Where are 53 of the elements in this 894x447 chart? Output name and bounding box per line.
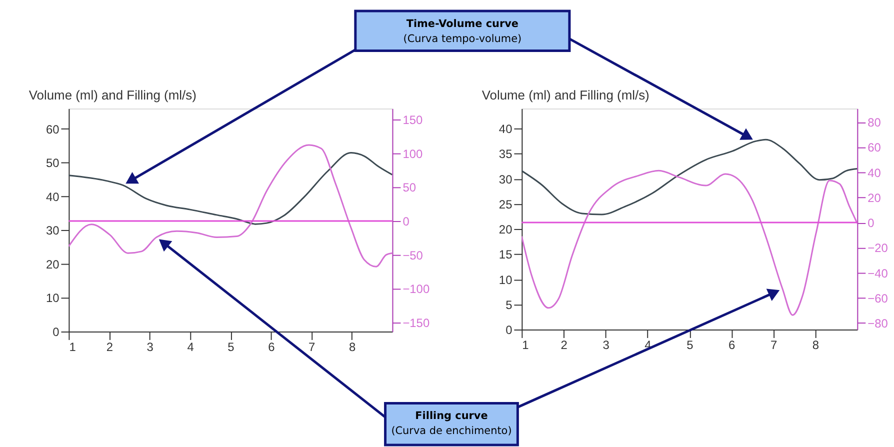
y2-tick-label: −100 [402, 282, 430, 296]
text: Filling curve [415, 410, 488, 422]
y2-tick-label: 150 [402, 113, 423, 128]
y-tick-label: 60 [46, 122, 60, 136]
y-tick-label: 40 [46, 190, 60, 204]
y2-tick-label: 100 [402, 146, 423, 161]
x-tick-label: 1 [522, 338, 530, 352]
y2-tick-label: 50 [402, 180, 416, 195]
x-tick-label: 8 [348, 340, 356, 354]
x-tick-label: 8 [812, 338, 820, 352]
y2-tick-label: −60 [868, 291, 888, 306]
y2-tick-label: −80 [868, 316, 888, 330]
y-tick-label: 0 [52, 325, 60, 340]
y-tick-label: 35 [498, 147, 513, 162]
y2-tick-label: −40 [868, 266, 888, 280]
y2-tick-label: 60 [868, 140, 882, 155]
y2-tick-label: −50 [402, 248, 424, 262]
text: (Curva tempo-volume) [403, 32, 522, 45]
y2-tick-label: 80 [868, 116, 882, 130]
y2-tick-label: −150 [402, 316, 430, 330]
x-tick-label: 6 [268, 340, 276, 354]
y-tick-label: 50 [46, 156, 60, 170]
y-tick-label: 30 [498, 172, 513, 186]
y-tick-label: 5 [506, 298, 513, 312]
y-tick-label: 15 [498, 248, 513, 262]
y-tick-label: 25 [498, 197, 513, 212]
y2-tick-label: 40 [868, 166, 882, 180]
text: Time-Volume curve [406, 18, 519, 30]
x-tick-label: 7 [770, 338, 778, 352]
x-tick-label: 6 [728, 338, 736, 352]
x-tick-label: 7 [308, 340, 316, 354]
y2-tick-label: 0 [402, 214, 410, 229]
y-tick-label: 0 [506, 323, 513, 338]
y2-tick-label: −20 [868, 241, 888, 256]
y-tick-label: 20 [498, 222, 513, 237]
x-tick-label: 5 [686, 338, 694, 352]
y-tick-label: 30 [46, 224, 60, 238]
x-tick-label: 3 [146, 340, 154, 354]
text: (Curva de enchimento) [391, 425, 512, 438]
chart-title: Volume (ml) and Filling (ml/s) [28, 88, 196, 103]
x-tick-label: 3 [602, 338, 610, 352]
y-tick-label: 10 [46, 291, 60, 306]
x-tick-label: 2 [106, 340, 114, 354]
y2-tick-label: 20 [868, 190, 882, 205]
y-tick-label: 20 [46, 257, 60, 272]
y2-tick-label: 0 [868, 216, 875, 230]
y-tick-label: 10 [498, 272, 513, 287]
chart-title: Volume (ml) and Filling (ml/s) [482, 88, 650, 103]
y-tick-label: 40 [498, 122, 513, 136]
x-tick-label: 1 [69, 340, 76, 354]
x-tick-label: 2 [560, 338, 568, 352]
x-tick-label: 5 [228, 340, 235, 354]
x-tick-label: 4 [187, 340, 194, 354]
